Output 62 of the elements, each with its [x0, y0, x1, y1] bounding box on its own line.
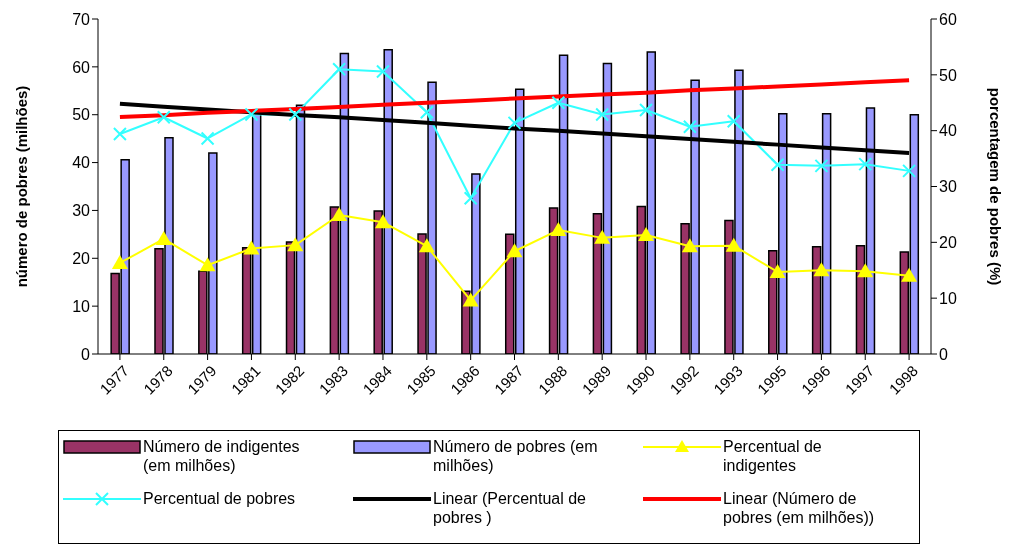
point	[594, 229, 611, 244]
y-tick-label: 30	[72, 202, 91, 220]
point	[902, 163, 917, 178]
line-series	[117, 78, 912, 120]
point	[332, 62, 347, 77]
point	[682, 119, 697, 134]
y-tick-label: 40	[72, 154, 91, 172]
legend-label: Percentual de pobres	[143, 489, 297, 508]
point	[813, 262, 830, 277]
point	[155, 230, 172, 245]
y2-tick-label: 40	[939, 122, 957, 140]
y2-axis-title: porcentagem de pobres (%)	[986, 87, 1004, 286]
point	[507, 115, 522, 130]
point	[111, 254, 128, 269]
point	[506, 243, 523, 258]
legend-label: Linear (Percentual de pobres )	[433, 489, 587, 527]
point	[244, 107, 259, 122]
point	[858, 157, 873, 172]
point	[639, 103, 654, 118]
point	[199, 257, 216, 272]
y-tick-label: 60	[72, 58, 91, 76]
point	[857, 263, 874, 278]
point	[638, 227, 655, 242]
point	[287, 237, 304, 252]
point	[769, 263, 786, 278]
point	[770, 157, 785, 172]
point	[112, 127, 127, 142]
point	[463, 191, 478, 206]
y2-tick-label: 50	[939, 66, 957, 84]
point	[200, 131, 215, 146]
point	[331, 206, 348, 221]
point	[551, 95, 566, 110]
y2-tick-label: 60	[939, 10, 957, 28]
legend-label: Número de indigentes (em milhões)	[143, 437, 301, 475]
point	[726, 114, 741, 129]
y-tick-label: 50	[72, 106, 91, 124]
y2-tick-label: 20	[939, 234, 957, 252]
point	[681, 238, 698, 253]
point	[156, 110, 171, 125]
y2-tick-label: 0	[939, 345, 948, 363]
point	[243, 240, 260, 255]
y-tick-label: 10	[72, 297, 91, 315]
point	[901, 267, 918, 282]
point	[814, 158, 829, 173]
y-axis-title: número de pobres (milhões)	[13, 85, 31, 288]
point	[418, 238, 435, 253]
legend-label: Percentual de indigentes	[723, 437, 823, 475]
point	[462, 292, 479, 307]
point	[375, 64, 390, 79]
point	[595, 107, 610, 122]
point	[419, 105, 434, 120]
legend-label: Linear (Número de pobres (em milhões))	[723, 489, 876, 527]
y-tick-label: 20	[72, 249, 91, 267]
y2-tick-label: 30	[939, 178, 957, 196]
point	[374, 214, 391, 229]
point	[725, 237, 742, 252]
y-tick-label: 70	[72, 10, 91, 28]
y2-tick-label: 10	[939, 289, 957, 307]
point	[288, 107, 303, 122]
legend-label: Número de pobres (em milhões)	[433, 437, 599, 475]
point	[550, 222, 567, 237]
y-tick-label: 0	[81, 345, 91, 363]
